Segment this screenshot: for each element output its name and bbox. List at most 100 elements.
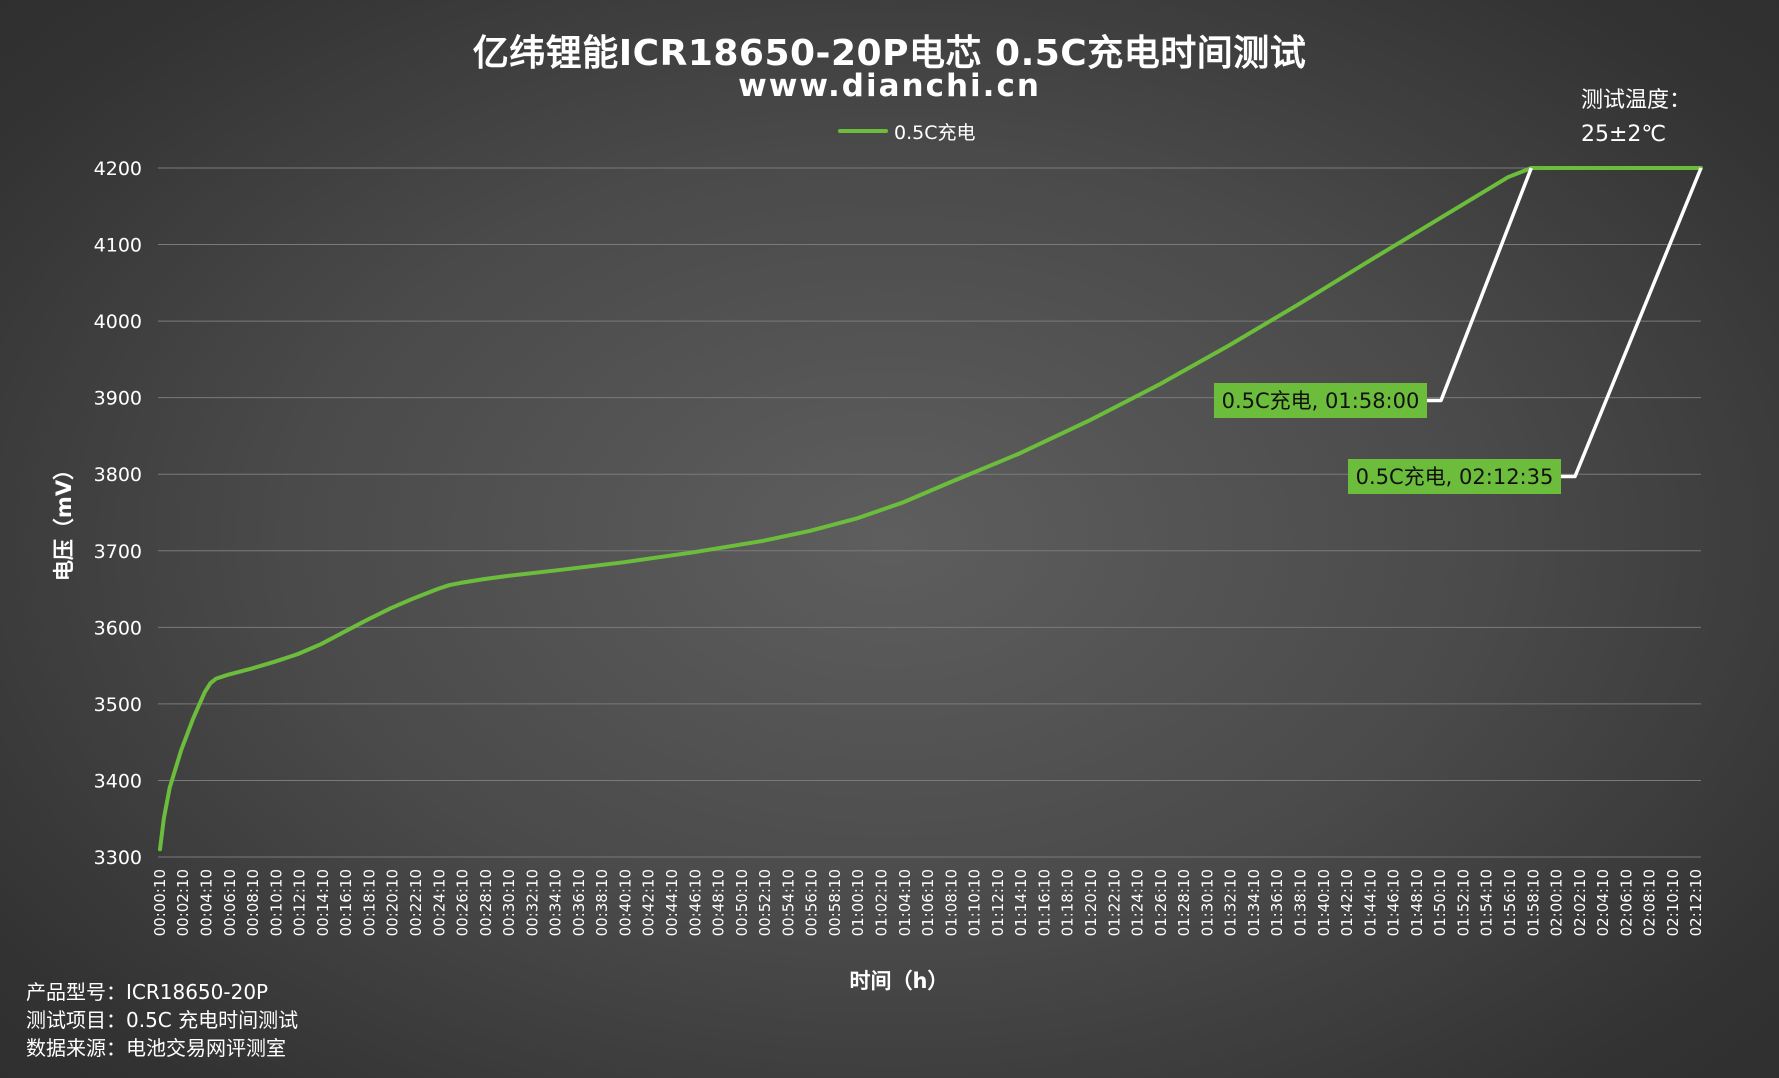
- legend-label-0.5c: 0.5C充电: [894, 121, 976, 144]
- x-tick-label: 01:16:10: [1035, 869, 1053, 936]
- y-tick-label: 4200: [94, 158, 142, 180]
- x-tick-label: 00:02:10: [174, 869, 192, 936]
- x-tick-label: 01:34:10: [1245, 869, 1263, 936]
- x-tick-label: 02:08:10: [1641, 869, 1659, 936]
- x-tick-label: 00:32:10: [523, 869, 541, 936]
- x-tick-label: 00:38:10: [593, 869, 611, 936]
- x-tick-label: 00:44:10: [663, 869, 681, 936]
- annotation-box-0: [1214, 383, 1427, 418]
- chart-title: 亿纬锂能ICR18650-20P电芯 0.5C充电时间测试: [472, 33, 1307, 74]
- x-tick-label: 02:06:10: [1617, 869, 1635, 936]
- x-tick-label: 01:22:10: [1105, 869, 1123, 936]
- footer-info: 产品型号：ICR18650-20P 测试项目：0.5C 充电时间测试 数据来源：…: [26, 978, 298, 1062]
- x-tick-label: 00:04:10: [197, 869, 215, 936]
- chart-subtitle: www.dianchi.cn: [738, 68, 1041, 104]
- x-tick-label: 00:08:10: [244, 869, 262, 936]
- footer-source: 数据来源：电池交易网评测室: [26, 1036, 286, 1060]
- series-layer: [158, 166, 1703, 852]
- x-tick-label: 01:32:10: [1222, 869, 1240, 936]
- x-tick-label: 01:08:10: [942, 869, 960, 936]
- x-tick-label: 00:46:10: [686, 869, 704, 936]
- annotation-box-1: [1348, 459, 1561, 494]
- x-tick-label: 00:10:10: [267, 869, 285, 936]
- temperature-label: 测试温度：: [1581, 88, 1692, 113]
- x-tick-label: 00:20:10: [384, 869, 402, 936]
- x-tick-label: 01:46:10: [1385, 869, 1403, 936]
- x-tick-label: 00:22:10: [407, 869, 425, 936]
- y-tick-label: 4100: [94, 235, 142, 257]
- temperature-note: 测试温度： 25±2℃: [1581, 84, 1691, 152]
- x-tick-label: 00:42:10: [640, 869, 658, 936]
- x-tick-label: 01:00:10: [849, 869, 867, 936]
- y-tick-label: 3800: [94, 464, 142, 486]
- x-tick-label: 01:06:10: [919, 869, 937, 936]
- x-tick-label: 01:52:10: [1454, 869, 1472, 936]
- x-tick-label: 00:36:10: [570, 869, 588, 936]
- x-tick-label: 01:38:10: [1291, 869, 1309, 936]
- annotation-label-1: 0.5C充电, 02:12:35: [1356, 465, 1554, 489]
- annotation-leader-0: [1427, 167, 1533, 403]
- x-tick-label: 01:02:10: [873, 869, 891, 936]
- y-tick-label: 3900: [94, 388, 142, 410]
- y-tick-label: 3300: [94, 847, 142, 869]
- x-tick-label: 00:24:10: [430, 869, 448, 936]
- x-tick-label: 02:00:10: [1548, 869, 1566, 936]
- x-axis-title: 时间（h）: [850, 969, 949, 993]
- x-tick-label: 01:12:10: [989, 869, 1007, 936]
- x-tick-label: 00:06:10: [221, 869, 239, 936]
- x-tick-label: 01:30:10: [1198, 869, 1216, 936]
- annotation-leader-1: [1561, 167, 1703, 479]
- series-line-0: [158, 166, 1703, 852]
- x-tick-label: 01:18:10: [1059, 869, 1077, 936]
- x-tick-label: 01:04:10: [896, 869, 914, 936]
- x-tick-label: 01:58:10: [1524, 869, 1542, 936]
- x-tick-label: 00:26:10: [454, 869, 472, 936]
- x-tick-label: 01:54:10: [1478, 869, 1496, 936]
- annotation-label-0: 0.5C充电, 01:58:00: [1222, 389, 1420, 413]
- footer-test-item: 测试项目：0.5C 充电时间测试: [26, 1008, 299, 1032]
- x-tick-label: 01:56:10: [1501, 869, 1519, 936]
- x-tick-label: 01:24:10: [1129, 869, 1147, 936]
- x-axis-ticks: 00:00:10 00:02:10 00:04:10 00:06:10 00:08:10…: [151, 869, 1705, 936]
- x-tick-label: 00:34:10: [547, 869, 565, 936]
- x-tick-label: 00:58:10: [826, 869, 844, 936]
- x-tick-label: 01:36:10: [1268, 869, 1286, 936]
- x-tick-label: 01:20:10: [1082, 869, 1100, 936]
- x-tick-label: 01:14:10: [1012, 869, 1030, 936]
- y-tick-label: 3600: [94, 617, 142, 639]
- x-tick-label: 01:10:10: [966, 869, 984, 936]
- x-tick-label: 01:48:10: [1408, 869, 1426, 936]
- x-tick-label: 01:26:10: [1152, 869, 1170, 936]
- x-tick-label: 02:04:10: [1594, 869, 1612, 936]
- x-tick-label: 00:18:10: [360, 869, 378, 936]
- x-tick-label: 00:30:10: [500, 869, 518, 936]
- x-tick-label: 01:28:10: [1175, 869, 1193, 936]
- x-tick-label: 01:50:10: [1431, 869, 1449, 936]
- y-tick-label: 3400: [94, 770, 142, 792]
- y-tick-label: 4000: [94, 311, 142, 333]
- legend-swatch-0.5c: [838, 129, 888, 133]
- x-tick-label: 00:28:10: [477, 869, 495, 936]
- x-tick-label: 00:00:10: [151, 869, 169, 936]
- x-tick-label: 02:02:10: [1571, 869, 1589, 936]
- x-tick-label: 00:50:10: [733, 869, 751, 936]
- x-tick-label: 01:42:10: [1338, 869, 1356, 936]
- x-tick-label: 01:40:10: [1315, 869, 1333, 936]
- x-tick-label: 00:48:10: [710, 869, 728, 936]
- x-tick-label: 00:12:10: [291, 869, 309, 936]
- annotation-layer: 0.5C充电, 01:58:00 0.5C充电, 02:12:35: [1214, 167, 1703, 494]
- x-tick-label: 02:12:10: [1687, 869, 1705, 936]
- footer-model: 产品型号：ICR18650-20P: [26, 980, 269, 1004]
- chart-legend: 0.5C充电: [838, 118, 975, 144]
- grid-lines: [158, 167, 1701, 858]
- x-tick-label: 00:52:10: [756, 869, 774, 936]
- y-tick-label: 3500: [94, 694, 142, 716]
- x-tick-label: 00:16:10: [337, 869, 355, 936]
- x-tick-label: 00:56:10: [803, 869, 821, 936]
- x-tick-label: 00:54:10: [779, 869, 797, 936]
- y-axis-ticks: 3300 3400 3500 3600 3700 3800 3900 4000 4100 4200: [94, 158, 142, 869]
- temperature-value: 25±2℃: [1581, 122, 1667, 147]
- x-tick-label: 02:10:10: [1664, 869, 1682, 936]
- x-tick-label: 01:44:10: [1361, 869, 1379, 936]
